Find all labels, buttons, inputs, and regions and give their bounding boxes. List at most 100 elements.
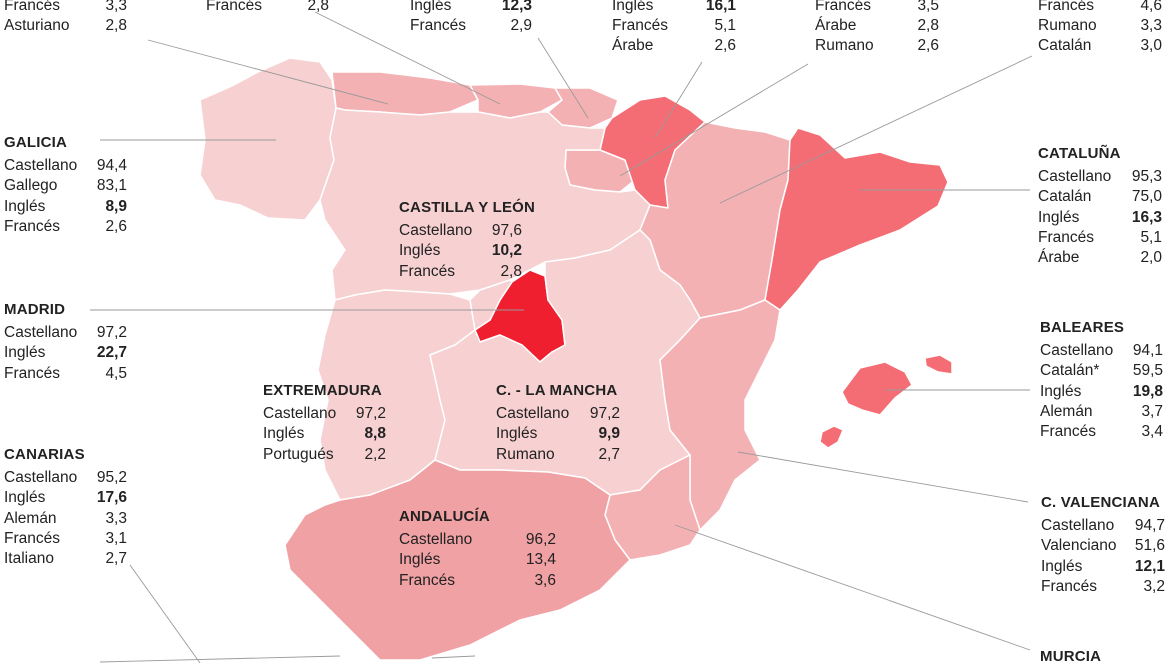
language-percentage: 9,9 (598, 425, 620, 443)
region-title: CATALUÑA (1038, 145, 1121, 162)
language-percentage: 19,8 (1132, 382, 1163, 400)
language-name: Alemán (1040, 402, 1093, 420)
language-percentage: 2,6 (917, 37, 939, 55)
language-name: Francés (4, 529, 60, 547)
language-percentage: 16,3 (1131, 208, 1162, 226)
language-name: Francés (399, 262, 455, 280)
language-percentage: 95,2 (96, 469, 127, 487)
language-percentage: 2,7 (105, 550, 127, 568)
language-row: Italiano 2,7 (4, 549, 127, 569)
region-galicia[interactable] (199, 57, 337, 221)
language-row: Castellano 94,1 (1040, 341, 1163, 361)
language-row: Inglés 13,4 (399, 550, 556, 570)
region-title: EXTREMADURA (263, 382, 382, 399)
language-name: Inglés (1038, 208, 1080, 226)
language-percentage: 4,6 (1140, 0, 1162, 14)
language-name: Castellano (399, 531, 473, 549)
language-row: Rumano 3,3 (1038, 16, 1162, 36)
language-row: Catalán 3,0 (1038, 36, 1162, 56)
language-row: Árabe 2,8 (815, 16, 939, 36)
region-castilla-leon[interactable] (319, 107, 651, 301)
leader-lines (90, 11, 1033, 663)
region-label-c-valenciana: C. VALENCIANA Castellano 94,7 Valenciano 51,… (1041, 493, 1165, 597)
language-percentage: 97,6 (491, 222, 522, 240)
language-row: Inglés 16,3 (1038, 208, 1162, 228)
region-title: BALEARES (1040, 319, 1125, 336)
language-name: Francés (4, 364, 60, 382)
language-name: Inglés (612, 0, 654, 14)
language-percentage: 2,0 (1140, 249, 1162, 267)
language-name: Inglés (1040, 382, 1082, 400)
language-row: Francés 3,3 (4, 0, 127, 16)
language-row: Alemán 3,7 (1040, 402, 1163, 422)
region-title: C. VALENCIANA (1041, 494, 1160, 511)
language-percentage: 16,1 (705, 0, 736, 14)
language-row: Rumano 2,7 (496, 445, 620, 465)
region-mallorca[interactable] (841, 361, 913, 416)
language-row: Castellano 97,6 (399, 221, 522, 241)
language-name: Castellano (4, 324, 78, 342)
region-title: C. - LA MANCHA (496, 382, 618, 399)
language-name: Francés (1041, 577, 1097, 595)
language-name: Francés (4, 217, 60, 235)
region-label-cataluna: CATALUÑA Castellano 95,3 Catalán 75,0 Inglés 1… (1038, 144, 1162, 268)
language-name: Castellano (1040, 342, 1114, 360)
region-label-top-fourth: Inglés 16,1 Francés 5,1 Árabe 2,6 (612, 0, 736, 57)
language-percentage: 97,2 (355, 405, 386, 423)
language-row: Francés 3,6 (399, 571, 556, 591)
language-row: Inglés 8,9 (4, 197, 127, 217)
language-row: Inglés 17,6 (4, 488, 127, 508)
language-name: Inglés (399, 551, 441, 569)
language-name: Castellano (4, 157, 78, 175)
region-menorca[interactable] (924, 354, 953, 375)
language-row: Francés 3,1 (4, 529, 127, 549)
language-row: Valenciano 51,6 (1041, 536, 1165, 556)
region-label-andalucia: ANDALUCÍA Castellano 96,2 Inglés 13,4 Francés… (399, 507, 556, 591)
language-name: Árabe (1038, 249, 1080, 267)
region-title: GALICIA (4, 134, 68, 151)
language-name: Francés (410, 17, 466, 35)
language-row: Castellano 94,7 (1041, 516, 1165, 536)
language-name: Francés (1040, 423, 1096, 441)
language-percentage: 3,3 (1140, 17, 1162, 35)
language-name: Francés (206, 0, 262, 14)
region-title: MADRID (4, 301, 66, 318)
region-label-canarias: CANARIAS Castellano 95,2 Inglés 17,6 Alemán 3,… (4, 445, 127, 569)
language-name: Castellano (399, 222, 473, 240)
language-row: Catalán* 59,5 (1040, 361, 1163, 381)
language-name: Castellano (1041, 517, 1115, 535)
language-name: Valenciano (1041, 537, 1117, 555)
language-percentage: 51,6 (1134, 537, 1165, 555)
language-percentage: 3,6 (534, 571, 556, 589)
language-name: Catalán (1038, 188, 1092, 206)
region-cataluna[interactable] (764, 127, 949, 311)
language-row: Inglés 12,3 (410, 0, 532, 16)
language-name: Catalán* (1040, 362, 1100, 380)
language-name: Inglés (1041, 557, 1083, 575)
language-percentage: 75,0 (1131, 188, 1162, 206)
region-label-madrid: MADRID Castellano 97,2 Inglés 22,7 Francés 4,5 (4, 300, 127, 384)
language-row: Inglés 10,2 (399, 241, 522, 261)
language-name: Inglés (410, 0, 452, 14)
language-name: Rumano (1038, 17, 1097, 35)
language-percentage: 3,3 (105, 509, 127, 527)
region-label-baleares: BALEARES Castellano 94,1 Catalán* 59,5 Inglés… (1040, 318, 1163, 442)
language-row: Inglés 12,1 (1041, 557, 1165, 577)
language-percentage: 3,5 (917, 0, 939, 14)
region-title: CANARIAS (4, 446, 85, 463)
language-row: Francés 2,8 (206, 0, 329, 16)
language-percentage: 59,5 (1132, 362, 1163, 380)
language-row: Inglés 19,8 (1040, 382, 1163, 402)
language-name: Catalán (1038, 37, 1092, 55)
language-row: Francés 5,1 (1038, 228, 1162, 248)
language-row: Rumano 2,6 (815, 36, 939, 56)
language-percentage: 94,4 (96, 157, 127, 175)
language-name: Asturiano (4, 17, 70, 35)
language-name: Francés (612, 17, 668, 35)
language-percentage: 3,7 (1141, 402, 1163, 420)
language-row: Francés 3,5 (815, 0, 939, 16)
region-andalucia[interactable] (284, 459, 631, 661)
region-label-top-right: Francés 4,6 Rumano 3,3 Catalán 3,0 (1038, 0, 1162, 57)
region-asturias[interactable] (331, 71, 479, 116)
region-ibiza[interactable] (819, 425, 844, 449)
